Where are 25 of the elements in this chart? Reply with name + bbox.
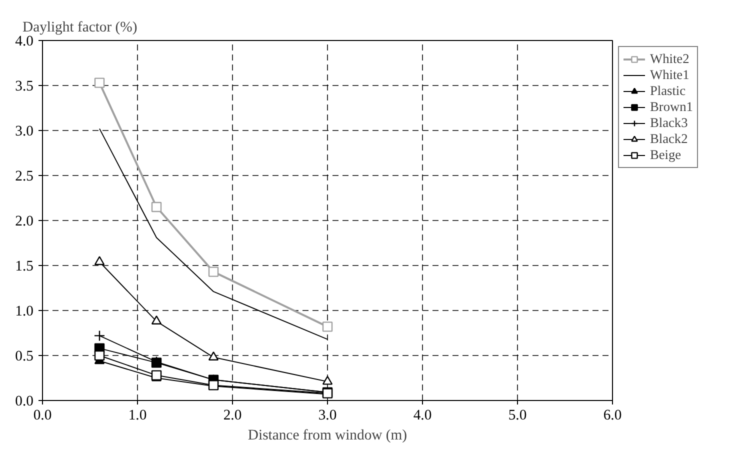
legend-label: Black2 [650,131,688,147]
y-tick-label: 4.0 [15,34,34,50]
x-tick-label: 0.0 [33,408,52,424]
y-tick-label: 1.5 [15,258,34,274]
y-tick-label: 0.0 [15,394,34,410]
legend-label: Black3 [650,115,688,131]
y-tick-label: 3.5 [15,78,34,94]
y-tick-label: 2.0 [15,214,34,230]
x-tick-label: 3.0 [318,408,337,424]
legend-label: Beige [650,147,682,163]
y-axis-title: Daylight factor (%) [22,20,138,36]
legend-label: White1 [650,67,690,83]
y-tick-label: 2.5 [15,168,34,184]
y-tick-label: 1.0 [15,304,34,320]
y-tick-label: 0.5 [15,348,34,364]
y-tick-label: 3.0 [15,124,34,140]
x-tick-label: 5.0 [508,408,527,424]
x-tick-label: 1.0 [128,408,147,424]
legend-label: White2 [650,51,690,67]
legend-label: Brown1 [650,99,693,115]
x-tick-label: 2.0 [223,408,242,424]
legend-label: Plastic [650,83,686,99]
x-tick-label: 6.0 [603,408,622,424]
x-axis-title: Distance from window (m) [248,428,408,444]
x-tick-label: 4.0 [413,408,432,424]
